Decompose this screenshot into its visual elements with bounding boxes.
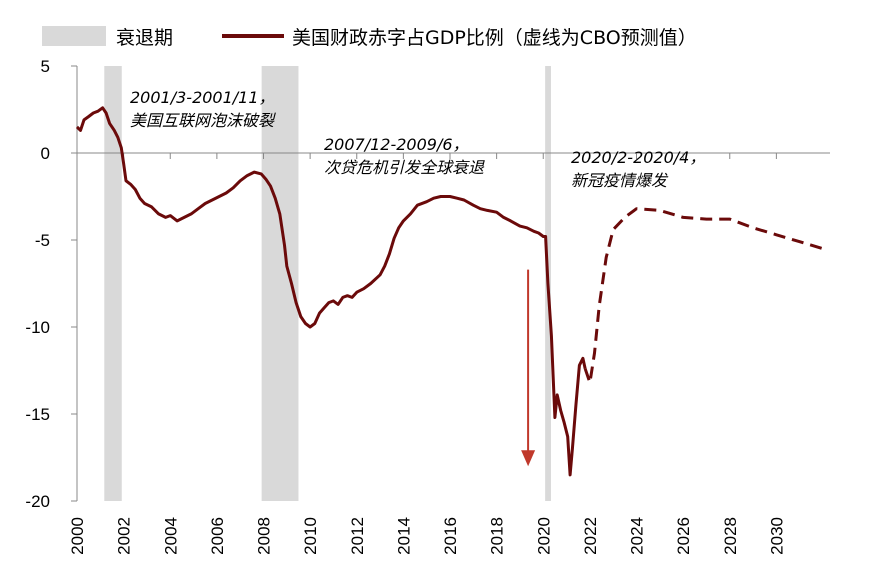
x-tick-label: 2024 [628,517,647,555]
x-tick-label: 2008 [255,517,274,555]
arrow-annotation [521,269,536,467]
annotation-covid-line2: 新冠疫情爆发 [571,171,669,190]
x-tick-label: 2026 [674,517,693,555]
x-tick-label: 2014 [394,517,413,555]
recession-bands [104,66,551,501]
annotation-subprime-line1: 2007/12-2009/6， [324,135,469,154]
annotation-subprime: 2007/12-2009/6， 次贷危机引发全球衰退 [324,135,485,177]
x-tick-label: 2028 [721,517,740,555]
x-tick-label: 2020 [534,517,553,555]
legend-series-label: 美国财政赤字占GDP比例（虚线为CBO预测值） [292,27,697,49]
x-tick-label: 2002 [115,517,134,555]
x-tick-label: 2022 [581,517,600,555]
arrow-head [521,450,536,467]
recession-band-0 [104,66,122,501]
annotation-dotcom: 2001/3-2001/11， 美国互联网泡沫破裂 [130,88,280,130]
legend-recession-swatch [42,26,106,46]
y-tick-label: -20 [25,492,50,511]
y-tick-label: 0 [41,144,50,163]
x-tick-label: 2000 [68,517,87,555]
x-tick-label: 2006 [208,517,227,555]
annotation-covid: 2020/2-2020/4， 新冠疫情爆发 [571,148,710,190]
x-tick-label: 2004 [161,517,180,555]
legend: 衰退期 美国财政赤字占GDP比例（虚线为CBO预测值） [42,26,697,49]
annotation-dotcom-line2: 美国互联网泡沫破裂 [130,111,276,130]
x-tick-label: 2030 [767,517,786,555]
series-lines [75,106,824,477]
y-tick-label: -15 [25,405,50,424]
legend-recession-label: 衰退期 [116,27,173,49]
x-tick-label: 2010 [301,517,320,555]
annotation-subprime-line2: 次贷危机引发全球衰退 [324,158,485,177]
y-tick-label: -5 [35,231,50,250]
axes: 5 0 -5 -10 -15 -20 2000 2002 2004 2006 2008 2010 201… [25,57,830,555]
actual-line [75,106,587,477]
forecast-line [583,207,824,385]
y-tick-label: 5 [41,57,50,76]
x-tick-label: 2018 [488,517,507,555]
annotation-covid-line1: 2020/2-2020/4， [571,148,705,167]
y-tick-label: -10 [25,318,50,337]
annotation-dotcom-line1: 2001/3-2001/11， [130,88,275,107]
x-tick-label: 2012 [348,517,367,555]
x-tick-label: 2016 [441,517,460,555]
